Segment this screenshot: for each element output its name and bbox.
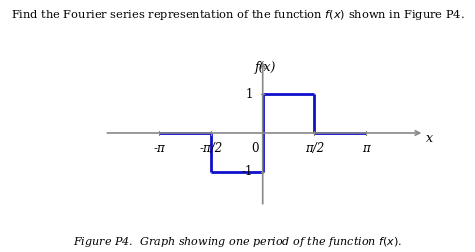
Text: π: π xyxy=(362,142,370,154)
Text: f(x): f(x) xyxy=(255,61,276,74)
Text: -π: -π xyxy=(153,142,165,154)
Text: Figure P4.  Graph showing one period of the function $f(x)$.: Figure P4. Graph showing one period of t… xyxy=(73,235,402,249)
Text: -1: -1 xyxy=(241,165,253,178)
Text: 0: 0 xyxy=(252,142,259,154)
Text: 1: 1 xyxy=(246,88,253,101)
Text: -π/2: -π/2 xyxy=(200,142,223,154)
Text: Find the Fourier series representation of the function $f(x)$ shown in Figure P4: Find the Fourier series representation o… xyxy=(10,8,465,22)
Text: π/2: π/2 xyxy=(305,142,324,154)
Text: x: x xyxy=(426,132,433,145)
